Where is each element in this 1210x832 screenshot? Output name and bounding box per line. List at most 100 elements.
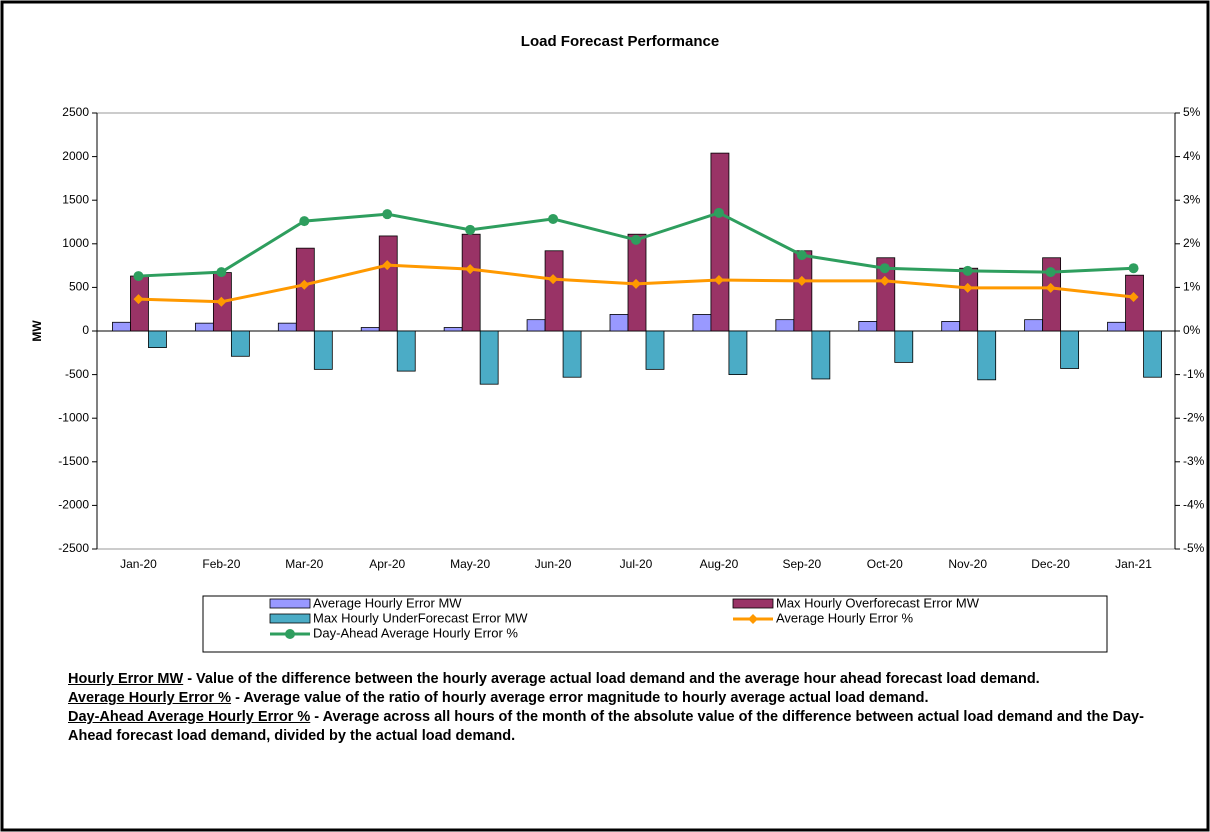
- legend-marker: [748, 614, 758, 624]
- bar: [977, 330, 997, 381]
- bar: [1107, 321, 1126, 332]
- point: [796, 275, 807, 286]
- y2-tick-label: -5%: [1183, 541, 1205, 555]
- point: [713, 207, 724, 218]
- y2-tick-label: -1%: [1183, 367, 1205, 381]
- bar: [148, 330, 167, 348]
- bar: [775, 319, 795, 332]
- point: [962, 265, 973, 276]
- point: [1045, 282, 1056, 293]
- y-tick-label: 500: [69, 280, 89, 294]
- legend-label: Average Hourly Error MW: [313, 595, 462, 610]
- bar: [443, 327, 463, 332]
- legend-marker: [285, 629, 295, 639]
- chart-title: Load Forecast Performance: [521, 33, 719, 50]
- bar: [1042, 257, 1062, 332]
- x-tick-label: Feb-20: [202, 557, 240, 571]
- bar: [112, 321, 131, 332]
- point: [465, 264, 476, 275]
- point: [548, 274, 559, 285]
- x-tick-label: Jan-20: [120, 557, 157, 571]
- point: [1128, 291, 1139, 302]
- x-tick-label: Dec-20: [1031, 557, 1070, 571]
- y2-tick-label: 4%: [1183, 149, 1201, 163]
- bar: [941, 321, 961, 332]
- y2-tick-label: 3%: [1183, 192, 1201, 206]
- point: [879, 263, 890, 274]
- note: Average Hourly Error % - Average value of…: [68, 689, 1148, 708]
- bar: [562, 330, 582, 378]
- y-tick-label: 2500: [62, 105, 89, 119]
- y-tick-label: -2500: [58, 541, 89, 555]
- y-tick-label: 1000: [62, 236, 89, 250]
- bar: [1060, 330, 1080, 369]
- y2-tick-label: -2%: [1183, 410, 1205, 424]
- bar: [710, 152, 730, 332]
- x-tick-label: Mar-20: [285, 557, 323, 571]
- bar: [479, 330, 499, 385]
- point: [299, 216, 310, 227]
- y-tick-label: -500: [65, 367, 89, 381]
- bar: [1024, 319, 1044, 332]
- bar: [876, 257, 896, 332]
- bar: [396, 330, 416, 372]
- legend-label: Average Hourly Error %: [776, 610, 913, 625]
- note-term: Day-Ahead Average Hourly Error %: [68, 709, 311, 725]
- note-term: Average Hourly Error %: [68, 690, 232, 706]
- y-tick-label: 1500: [62, 192, 89, 206]
- point: [631, 278, 641, 289]
- note-text: - Value of the difference between the ho…: [187, 671, 1040, 687]
- bar: [1125, 274, 1144, 332]
- bar: [130, 275, 149, 332]
- bar: [609, 314, 629, 332]
- y2-tick-label: 1%: [1183, 280, 1201, 294]
- bar: [360, 327, 380, 332]
- bar: [378, 235, 398, 332]
- point: [1128, 263, 1139, 274]
- bar: [526, 319, 546, 332]
- bar: [277, 322, 297, 332]
- point: [133, 271, 144, 282]
- point: [299, 279, 310, 290]
- note-text: - Average value of the ratio of hourly a…: [235, 690, 929, 706]
- point: [713, 274, 724, 285]
- x-tick-label: Oct-20: [867, 557, 903, 571]
- bar: [230, 330, 250, 357]
- bar: [1143, 330, 1162, 378]
- legend-box: [202, 595, 1108, 653]
- point: [548, 213, 559, 224]
- point: [796, 250, 807, 261]
- point: [631, 234, 641, 245]
- bar: [645, 330, 665, 370]
- point: [879, 275, 890, 286]
- point: [133, 294, 144, 305]
- y2-tick-label: 0%: [1183, 323, 1201, 337]
- x-tick-label: Apr-20: [369, 557, 405, 571]
- bar: [793, 250, 813, 332]
- y-tick-label: 2000: [62, 149, 89, 163]
- legend-label: Max Hourly UnderForecast Error MW: [313, 610, 528, 625]
- bar: [811, 330, 831, 380]
- bar: [728, 330, 748, 375]
- legend-label: Day-Ahead Average Hourly Error %: [313, 625, 518, 640]
- bar: [313, 330, 333, 370]
- bar: [692, 314, 712, 332]
- legend-swatch: [269, 598, 311, 609]
- y2-tick-label: 2%: [1183, 236, 1201, 250]
- y-axis-label: MW: [30, 320, 44, 342]
- note: Hourly Error MW - Value of the difference…: [68, 670, 1148, 689]
- point: [382, 209, 393, 220]
- x-tick-label: Sep-20: [782, 557, 821, 571]
- y-tick-label: -1000: [58, 410, 89, 424]
- bar: [194, 322, 214, 332]
- legend-swatch: [732, 598, 774, 609]
- x-tick-label: Aug-20: [700, 557, 739, 571]
- note-term: Hourly Error MW: [68, 671, 184, 687]
- legend-label: Max Hourly Overforecast Error MW: [776, 595, 980, 610]
- note-text: - Average across all hours of the month …: [68, 709, 1144, 744]
- point: [382, 260, 393, 271]
- notes: Hourly Error MW - Value of the difference…: [68, 670, 1148, 746]
- point: [216, 296, 227, 307]
- x-tick-label: Nov-20: [948, 557, 987, 571]
